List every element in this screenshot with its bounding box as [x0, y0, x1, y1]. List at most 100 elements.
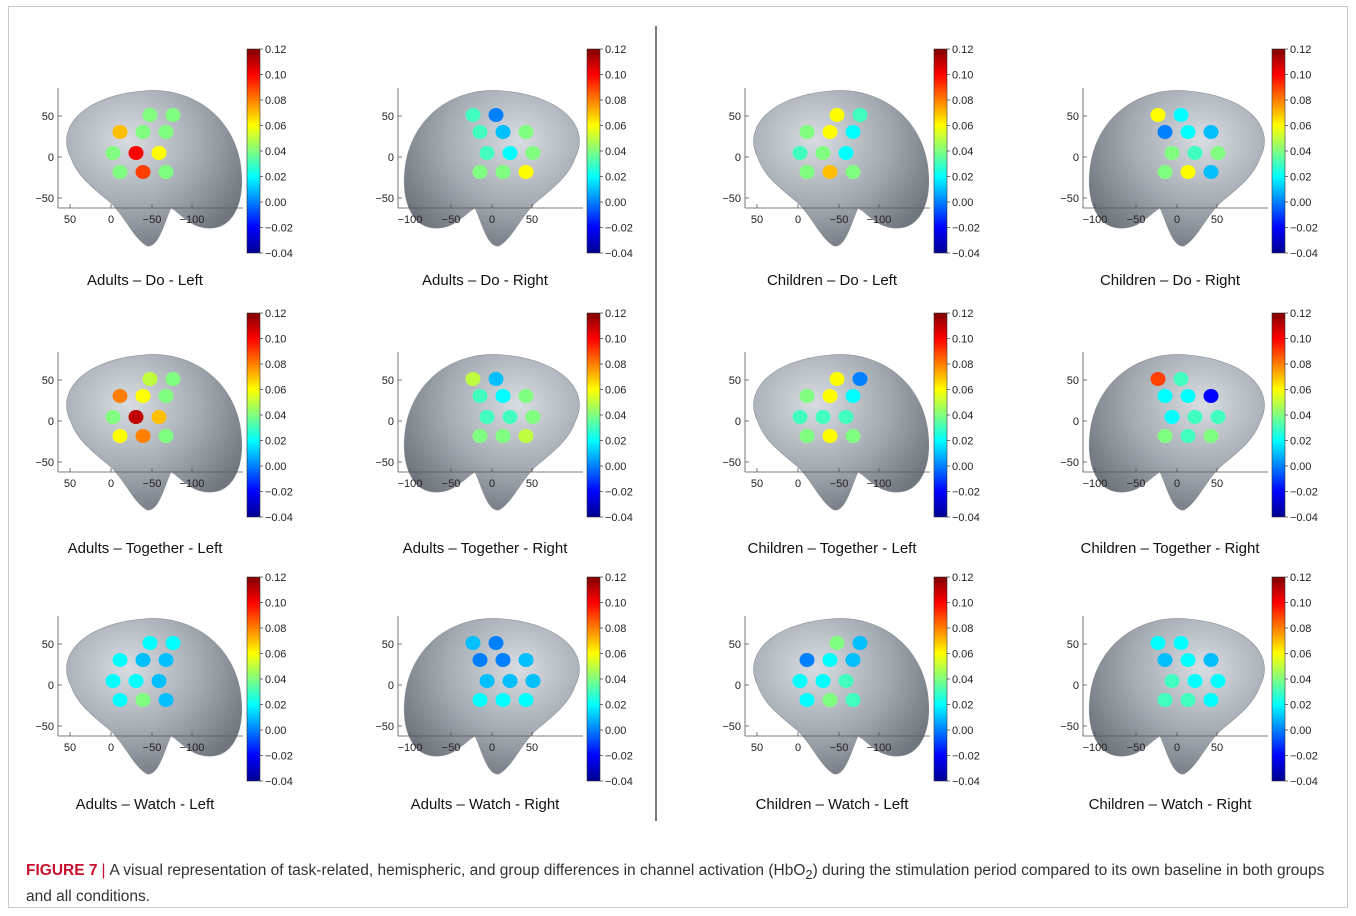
channel-dot [479, 410, 495, 424]
colorbar-tick-label: 0.02 [605, 172, 626, 184]
colorbar-tick-label: 0.10 [265, 70, 286, 82]
channel-dot [1157, 653, 1173, 667]
channel-dot [1173, 108, 1189, 122]
y-tick-label: 50 [729, 111, 741, 123]
channel-dot [829, 372, 845, 386]
channel-dot [165, 372, 181, 386]
colorbar-tick-label: 0.04 [605, 674, 626, 686]
figure-frame [8, 6, 1348, 908]
x-tick-label: 0 [489, 742, 495, 754]
channel-dot [158, 653, 174, 667]
channel-dot [799, 653, 815, 667]
colorbar-tick-label: 0.10 [605, 598, 626, 610]
x-tick-label: −100 [867, 214, 892, 226]
channel-dot [158, 165, 174, 179]
colorbar-tick-label: 0.12 [952, 44, 973, 56]
x-tick-label: 50 [526, 214, 538, 226]
channel-dot [852, 108, 868, 122]
channel-dot [1164, 674, 1180, 688]
colorbar [246, 576, 261, 782]
panel-title: Adults – Together - Left [68, 540, 224, 557]
channel-dot [502, 674, 518, 688]
colorbar-tick-label: 0.04 [1290, 410, 1311, 422]
colorbar-tick-label: 0.04 [605, 146, 626, 158]
colorbar-tick-label: 0.08 [265, 623, 286, 635]
channel-dot [165, 636, 181, 650]
channel-dot [105, 410, 121, 424]
channel-dot [1180, 389, 1196, 403]
channel-dot [128, 146, 144, 160]
channel-dot [135, 165, 151, 179]
colorbar-tick-label: 0.08 [1290, 623, 1311, 635]
brain-surface [753, 90, 930, 247]
y-tick-label: 0 [1073, 152, 1079, 164]
channel-dot [151, 410, 167, 424]
colorbar-tick-label: −0.04 [265, 512, 293, 524]
colorbar-tick-label: 0.00 [1290, 461, 1311, 473]
y-tick-label: 0 [48, 152, 54, 164]
colorbar-tick-label: −0.04 [605, 512, 633, 524]
colorbar-tick-label: 0.10 [1290, 598, 1311, 610]
channel-dot [1210, 674, 1226, 688]
group-divider [655, 26, 657, 821]
colorbar-tick-label: −0.04 [952, 512, 980, 524]
x-tick-label: 50 [751, 214, 763, 226]
brain-surface [1088, 618, 1265, 775]
channel-dot [822, 389, 838, 403]
y-tick-label: 50 [1067, 111, 1079, 123]
colorbar-tick-label: 0.10 [605, 70, 626, 82]
colorbar-tick-label: −0.04 [265, 776, 293, 788]
channel-dot [105, 674, 121, 688]
y-tick-label: −50 [722, 457, 741, 469]
colorbar-tick-label: 0.04 [605, 410, 626, 422]
colorbar-tick-label: 0.12 [952, 572, 973, 584]
x-tick-label: 0 [108, 478, 114, 490]
y-tick-label: −50 [35, 721, 54, 733]
panel-title: Children – Together - Right [1081, 540, 1261, 557]
y-tick-label: 50 [382, 375, 394, 387]
x-tick-label: 0 [1174, 214, 1180, 226]
channel-dot [105, 146, 121, 160]
colorbar [586, 312, 601, 518]
x-tick-label: 50 [1211, 742, 1223, 754]
colorbar [1271, 312, 1286, 518]
x-tick-label: 50 [64, 214, 76, 226]
x-tick-label: 0 [1174, 742, 1180, 754]
channel-dot [158, 429, 174, 443]
channel-dot [822, 429, 838, 443]
channel-dot [1203, 653, 1219, 667]
channel-dot [799, 389, 815, 403]
colorbar-tick-label: −0.02 [605, 751, 633, 763]
colorbar-tick-label: −0.02 [265, 751, 293, 763]
channel-dot [1210, 410, 1226, 424]
colorbar-tick-label: 0.10 [952, 598, 973, 610]
y-tick-label: −50 [1060, 193, 1079, 205]
colorbar-tick-label: −0.02 [605, 223, 633, 235]
channel-dot [488, 108, 504, 122]
channel-dot [472, 389, 488, 403]
y-tick-label: 0 [1073, 680, 1079, 692]
colorbar-tick-label: 0.04 [1290, 674, 1311, 686]
channel-dot [829, 636, 845, 650]
channel-dot [1164, 146, 1180, 160]
colorbar-tick-label: 0.00 [265, 725, 286, 737]
channel-dot [838, 674, 854, 688]
panel-7: 50 0 −50 50 0 −50 −100 0.12 0.10 0.08 0.06 0.04 0.02… [722, 308, 980, 557]
panel-8: 50 0 −50 −100 −50 0 50 0.12 0.10 0.08 0.06 0.04 0.02… [1060, 308, 1318, 557]
colorbar-tick-label: −0.04 [1290, 776, 1318, 788]
channel-dot [525, 146, 541, 160]
colorbar-tick-label: 0.00 [265, 461, 286, 473]
x-tick-label: −50 [143, 478, 162, 490]
colorbar-tick-label: 0.12 [952, 308, 973, 320]
channel-dot [518, 389, 534, 403]
figure-caption: FIGURE 7 | A visual representation of task… [26, 860, 1326, 908]
panel-12: 50 0 −50 −100 −50 0 50 0.12 0.10 0.08 0.06 0.04 0.02… [1060, 572, 1318, 813]
y-tick-label: 50 [382, 639, 394, 651]
channel-dot [525, 410, 541, 424]
y-tick-label: −50 [375, 721, 394, 733]
brain-surface [66, 618, 243, 775]
channel-dot [792, 410, 808, 424]
colorbar-tick-label: 0.06 [1290, 121, 1311, 133]
x-tick-label: 50 [526, 742, 538, 754]
